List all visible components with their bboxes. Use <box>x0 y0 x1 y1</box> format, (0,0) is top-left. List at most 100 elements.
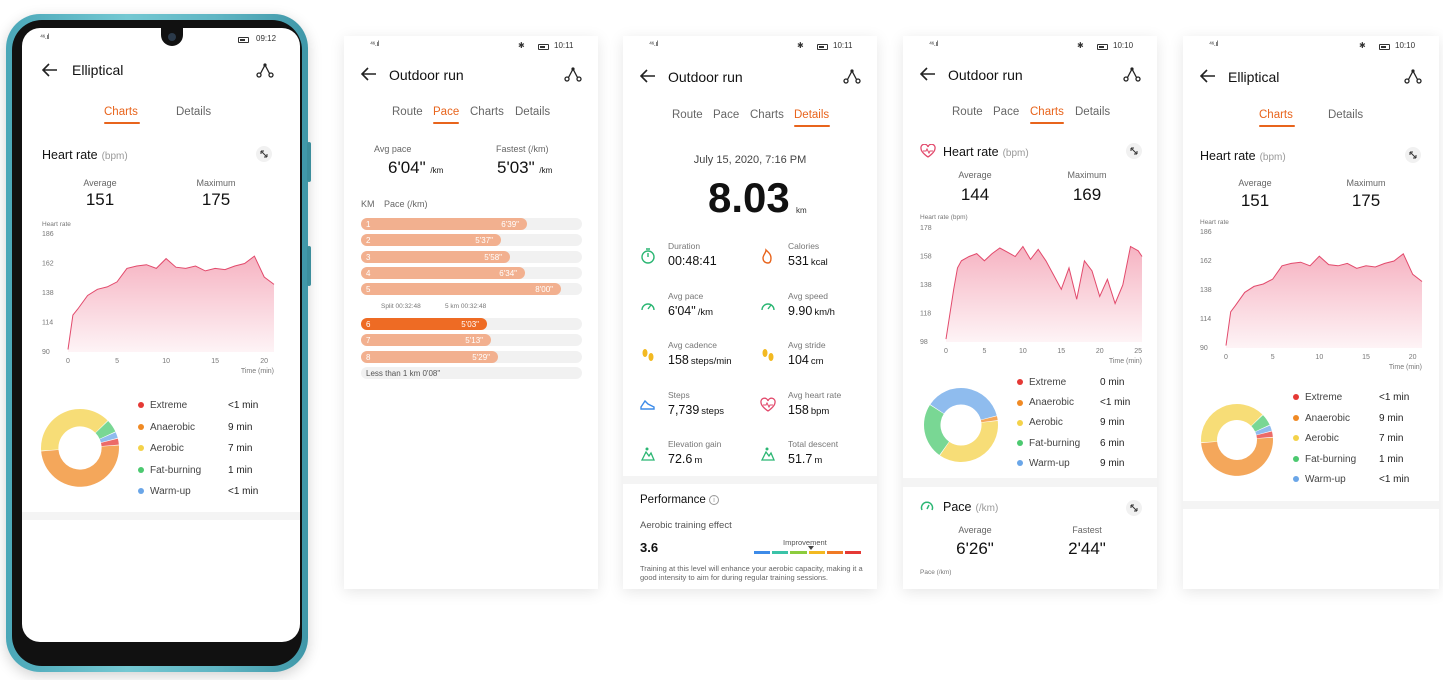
zone-duration: 6 min <box>1100 437 1125 449</box>
zone-duration: 9 min <box>1100 457 1125 469</box>
tab-details[interactable]: Details <box>176 106 212 118</box>
metric-number: 104 <box>788 353 809 367</box>
route-icon[interactable] <box>564 66 582 82</box>
route-icon[interactable] <box>1123 66 1141 82</box>
x-tick-label: 10 <box>1315 354 1323 361</box>
back-arrow-icon[interactable] <box>42 63 58 77</box>
metric-number: 72.6 <box>668 452 693 466</box>
pace-row-bar[interactable] <box>361 266 525 279</box>
zone-legend-item: Fat-burning <box>138 465 201 476</box>
route-icon[interactable] <box>256 62 274 78</box>
tab-pace[interactable]: Pace <box>433 106 460 118</box>
hr-area <box>68 256 274 352</box>
pace-row-bar[interactable] <box>361 318 487 330</box>
tab-charts[interactable]: Charts <box>1259 109 1293 121</box>
signal-icon: ⁴⁶.ıl <box>929 41 938 48</box>
pace-value: 5'13" <box>465 336 483 346</box>
tab-charts[interactable]: Charts <box>750 109 784 121</box>
zone-name: Warm-up <box>150 486 191 497</box>
battery-icon <box>538 42 549 51</box>
back-arrow-icon[interactable] <box>1200 69 1216 83</box>
zone-name: Aerobic <box>1305 433 1339 444</box>
tab-pace[interactable]: Pace <box>993 106 1020 118</box>
pace-km-number: 5 <box>366 285 371 295</box>
zone-legend-item: Anaerobic <box>138 422 195 433</box>
zone-color-dot <box>1293 414 1299 421</box>
pace-row-bar[interactable] <box>361 234 501 247</box>
tab-details[interactable]: Details <box>794 109 830 121</box>
zone-slice <box>1251 415 1270 432</box>
zone-slice <box>939 420 998 462</box>
expand-icon[interactable] <box>1405 147 1421 163</box>
metric-value: 7,739 steps <box>668 403 724 417</box>
split-label: Split 00:32:48 <box>381 303 421 310</box>
y-tick-label: 98 <box>920 339 928 346</box>
tab-pace[interactable]: Pace <box>713 109 740 121</box>
tab-route[interactable]: Route <box>672 109 703 121</box>
screen-elliptical-phone: ⁴⁶.ıl 09:12 Elliptical Charts Details He… <box>22 28 300 642</box>
details-panel: ⁴⁶.ıl ✱ 10:11 Outdoor run Route Pace Cha… <box>623 36 877 476</box>
zone-name: Extreme <box>1305 392 1343 403</box>
zone-duration: <1 min <box>228 486 259 497</box>
back-arrow-icon[interactable] <box>361 67 377 81</box>
zone-color-dot <box>1017 399 1023 406</box>
aerobic-effect-label: Aerobic training effect <box>640 520 732 531</box>
info-icon[interactable]: i <box>709 495 719 505</box>
pace-value: 5'37" <box>475 236 493 246</box>
pace-fastest-label: Fastest <box>1072 525 1102 535</box>
metric-label: Elevation gain <box>668 439 722 449</box>
tab-charts[interactable]: Charts <box>104 106 138 118</box>
pace-row-bar[interactable] <box>361 334 491 347</box>
x-tick-label: 15 <box>1057 348 1065 355</box>
x-tick-label: 10 <box>162 358 170 365</box>
zone-legend-item: Warm-up <box>1017 458 1070 469</box>
pace-row-bar[interactable] <box>361 218 527 230</box>
tab-route[interactable]: Route <box>952 106 983 118</box>
maximum-value: 175 <box>1351 191 1381 210</box>
back-arrow-icon[interactable] <box>640 69 656 83</box>
tab-route[interactable]: Route <box>392 106 423 118</box>
y-tick-label: 138 <box>42 290 54 297</box>
average-value: 144 <box>960 185 990 204</box>
x-tick-label: 5 <box>1271 354 1275 361</box>
tab-charts[interactable]: Charts <box>470 106 504 118</box>
pace-row-bar[interactable] <box>361 283 561 296</box>
tab-details[interactable]: Details <box>1075 106 1111 118</box>
zone-slice <box>95 420 116 439</box>
gauge2-icon <box>761 302 775 310</box>
expand-icon[interactable] <box>1126 143 1142 159</box>
metric-number: 7,739 <box>668 402 700 417</box>
distance-unit: km <box>796 206 807 215</box>
zone-legend-item: Aerobic <box>1293 433 1339 444</box>
pace-fastest-value: 2'44" <box>1068 539 1106 558</box>
bluetooth-icon: ✱ <box>518 41 525 50</box>
pace-value: 6'39" <box>501 220 519 229</box>
battery-icon <box>238 35 249 44</box>
tab-details[interactable]: Details <box>1328 109 1364 121</box>
expand-icon[interactable] <box>256 146 272 162</box>
chart-y-label: Heart rate <box>1200 219 1229 226</box>
zone-legend-item: Aerobic <box>1017 417 1063 428</box>
zone-duration: 7 min <box>1379 433 1404 444</box>
zone-name: Anaerobic <box>1305 412 1351 424</box>
pace-panel: Pace (/km) Average 6'26" Fastest 2'44" Pa… <box>903 487 1157 589</box>
zone-color-dot <box>138 423 144 430</box>
tab-details[interactable]: Details <box>515 106 551 118</box>
zone-legend-item: Extreme <box>1293 392 1342 403</box>
maximum-label: Maximum <box>1346 178 1386 188</box>
tab-charts[interactable]: Charts <box>1030 106 1064 118</box>
expand-icon[interactable] <box>1126 500 1142 516</box>
zone-name: Aerobic <box>1029 417 1063 429</box>
zone-duration: 9 min <box>1379 412 1404 424</box>
pace-km-number: 4 <box>366 268 371 278</box>
route-icon[interactable] <box>843 68 861 84</box>
back-arrow-icon[interactable] <box>920 67 936 81</box>
pace-axis-label: Pace (/km) <box>920 569 952 576</box>
average-label: Average <box>83 178 117 188</box>
route-icon[interactable] <box>1404 68 1422 84</box>
metric-value: 72.6 m <box>668 452 702 466</box>
pace-value: 5'58" <box>484 252 502 262</box>
pace-row-bar[interactable] <box>361 250 510 263</box>
zone-slice <box>1201 404 1263 443</box>
pace-row-bar[interactable] <box>361 350 498 363</box>
